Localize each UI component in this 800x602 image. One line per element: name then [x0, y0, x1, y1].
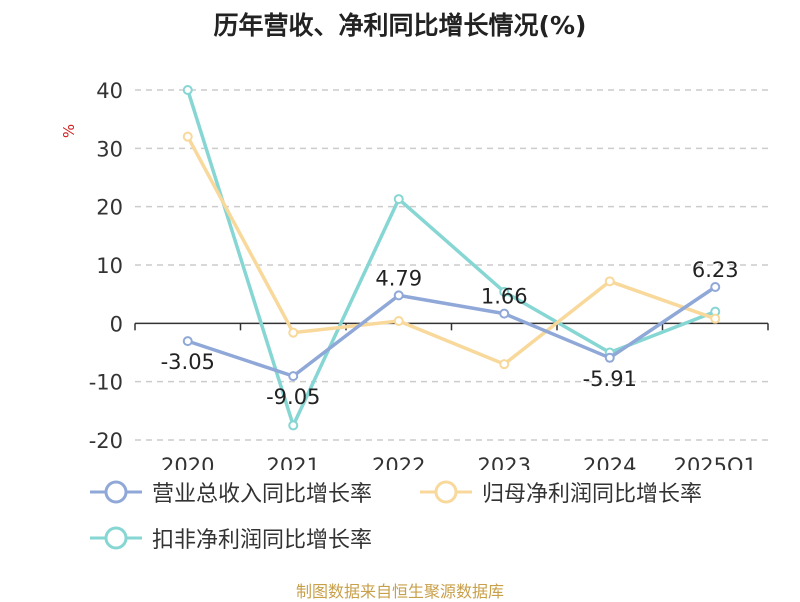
- x-tick-label: 2022: [372, 454, 425, 470]
- legend-label: 营业总收入同比增长率: [152, 482, 373, 507]
- legend-swatch-icon: [420, 480, 472, 504]
- series-line: [187, 285, 717, 378]
- data-label-layer: -3.05 -9.05 4.79 1.66 -5.91 6.23: [161, 258, 739, 409]
- legend-swatch-icon: [90, 480, 142, 504]
- data-point: [710, 313, 721, 324]
- x-tick-label: 2021: [267, 454, 320, 470]
- data-point: [604, 276, 615, 287]
- grid-layer: [135, 89, 768, 441]
- data-label: -3.05: [161, 350, 215, 374]
- x-tick-label: 2025Q1: [674, 454, 757, 470]
- data-point: [499, 286, 510, 297]
- line-chart: -20 -10 0 10 20 30 40 2020 2021 2022 2023 2024 2025Q…: [89, 79, 769, 470]
- data-point: [393, 290, 404, 301]
- legend-item[interactable]: 归母净利润同比增长率: [420, 476, 702, 508]
- legend-label: 归母净利润同比增长率: [482, 482, 703, 507]
- y-tick-label: 0: [110, 312, 123, 336]
- legend-item[interactable]: 扣非净利润同比增长率: [90, 522, 372, 554]
- legend-swatch-icon: [90, 526, 142, 550]
- y-tick-label: -10: [89, 371, 123, 395]
- data-label: 6.23: [692, 258, 739, 282]
- data-point: [604, 352, 615, 363]
- y-tick-label: 20: [96, 196, 123, 220]
- y-tick-label: 30: [96, 137, 123, 161]
- y-tick-label: 40: [96, 79, 123, 103]
- axis-layer: -20 -10 0 10 20 30 40 2020 2021 2022 2023 2024 2025Q…: [89, 79, 769, 470]
- data-label: -9.05: [266, 385, 320, 409]
- data-label: -5.91: [583, 367, 637, 391]
- data-point: [288, 371, 299, 382]
- x-tick-label: 2020: [161, 454, 214, 470]
- data-point: [288, 327, 299, 338]
- series-layer: [182, 85, 721, 431]
- legend-item[interactable]: 营业总收入同比增长率: [90, 476, 372, 508]
- data-point: [288, 420, 299, 431]
- data-point: [710, 281, 721, 292]
- y-tick-label: 10: [96, 254, 123, 278]
- data-label: 4.79: [375, 266, 422, 290]
- data-point: [182, 131, 193, 142]
- series-line: [186, 135, 716, 366]
- x-tick-label: 2023: [478, 454, 531, 470]
- legend-label: 扣非净利润同比增长率: [152, 528, 373, 553]
- data-point: [393, 194, 404, 205]
- data-point: [499, 359, 510, 370]
- data-point: [393, 316, 404, 326]
- data-point: [182, 85, 193, 95]
- x-tick-label: 2024: [583, 454, 636, 470]
- y-tick-label: -20: [89, 429, 123, 453]
- data-label: 1.66: [481, 285, 528, 309]
- data-point: [499, 308, 510, 319]
- data-point: [182, 336, 193, 347]
- chart-title: 历年营收、净利同比增长情况(%): [213, 11, 587, 40]
- data-source-note: 制图数据来自恒生聚源数据库: [295, 582, 504, 601]
